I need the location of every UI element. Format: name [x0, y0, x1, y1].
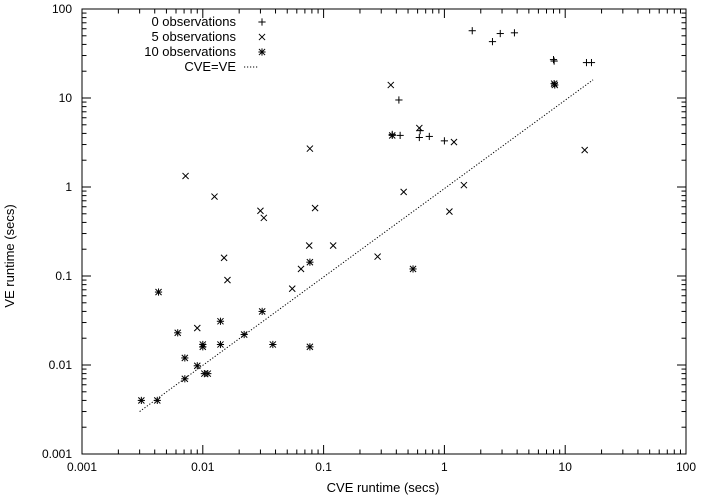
series-5-observations-point — [311, 204, 319, 212]
series-0-observations-point — [496, 29, 504, 38]
series-10-observations-point — [181, 354, 189, 362]
series-5-observations-point — [305, 242, 313, 249]
legend-swatch-marker — [258, 18, 266, 26]
y-tick-label: 1 — [65, 180, 72, 194]
legend-swatch-marker — [258, 48, 266, 56]
series-5-observations-point — [329, 242, 337, 249]
series-5-observations-point — [220, 254, 228, 262]
series-0-observations-point — [468, 27, 476, 35]
series-10-observations-point — [153, 396, 161, 405]
x-axis-title: CVE runtime (secs) — [327, 480, 440, 495]
y-tick-label: 100 — [52, 2, 72, 16]
series-5-observations-point — [182, 172, 189, 180]
series-0-observations-point — [395, 96, 403, 104]
legend-label: 5 observations — [151, 29, 236, 44]
data-points-layer — [137, 27, 596, 405]
series-10-observations-point — [306, 258, 314, 266]
series-5-observations-point — [450, 138, 458, 146]
series-10-observations-point — [204, 370, 212, 378]
series-5-observations-point — [193, 324, 201, 332]
series-5-observations-point — [374, 253, 382, 261]
series-10-observations-point — [216, 317, 225, 325]
series-5-observations-point — [415, 124, 423, 132]
series-10-observations-point — [550, 80, 558, 88]
series-5-observations-point — [400, 188, 408, 196]
series-10-observations-point — [154, 288, 163, 296]
x-tick-label: 1 — [441, 460, 448, 474]
series-0-observations-point — [425, 132, 433, 141]
series-10-observations-point — [137, 396, 145, 405]
series-0-observations-point — [549, 56, 558, 64]
series-0-observations-point — [415, 133, 423, 142]
x-tick-label: 0.01 — [191, 460, 215, 474]
plot-frame — [81, 8, 687, 455]
series-10-observations-point — [409, 265, 417, 273]
legend-label: 10 observations — [144, 44, 236, 59]
series-5-observations-point — [460, 181, 468, 189]
series-5-observations-point — [224, 276, 231, 284]
series-10-observations-point — [216, 340, 225, 349]
series-10-observations-point — [181, 375, 189, 383]
axis-ticks-layer: 0.001 0.01 0.1 1 10 100 0.001 0.01 0.1 1 10 100 — [42, 2, 696, 474]
series-10-observations-point — [240, 330, 248, 339]
series-0-observations-point — [587, 58, 596, 67]
x-tick-label: 100 — [676, 460, 696, 474]
y-tick-label: 10 — [59, 91, 73, 105]
series-5-observations-point — [288, 285, 296, 293]
series-5-observations-point — [260, 214, 268, 222]
series-10-observations-point — [193, 362, 201, 370]
y-tick-label: 0.1 — [55, 269, 72, 283]
series-5-observations-point — [211, 193, 218, 201]
legend-label: 0 observations — [151, 14, 236, 29]
x-tick-label: 0.1 — [315, 460, 332, 474]
y-tick-label: 0.001 — [42, 447, 72, 461]
series-0-observations-point — [416, 127, 424, 135]
series-5-observations-point — [387, 81, 395, 89]
y-axis-title: VE runtime (secs) — [2, 204, 17, 307]
reference-line-layer — [139, 79, 594, 412]
series-5-observations-point — [581, 146, 589, 154]
series-0-observations-point — [510, 29, 519, 37]
series-5-observations-point — [306, 145, 314, 153]
series-5-observations-point — [257, 207, 264, 215]
y-tick-label: 0.01 — [49, 358, 73, 372]
series-10-observations-point — [258, 307, 266, 316]
series-10-observations-point — [306, 343, 314, 351]
legend-swatch-marker — [258, 33, 266, 41]
series-0-observations-point — [488, 38, 497, 46]
series-0-observations-point — [396, 131, 404, 139]
x-tick-label: 10 — [559, 460, 573, 474]
series-5-observations-point — [445, 208, 453, 215]
series-5-observations-point — [297, 265, 305, 273]
series-10-observations-point — [199, 343, 207, 351]
series-10-observations-point — [388, 131, 396, 139]
series-10-observations-point — [174, 329, 182, 337]
x-tick-label: 0.001 — [67, 460, 97, 474]
series-0-observations-point — [440, 137, 448, 145]
series-0-observations-point — [550, 57, 558, 65]
legend-label: CVE=VE — [184, 59, 236, 74]
series-10-observations-point — [551, 81, 559, 89]
reference-line-cve-equals-ve — [139, 79, 594, 412]
series-10-observations-point — [269, 340, 277, 349]
plot-frame-layer — [81, 8, 687, 455]
